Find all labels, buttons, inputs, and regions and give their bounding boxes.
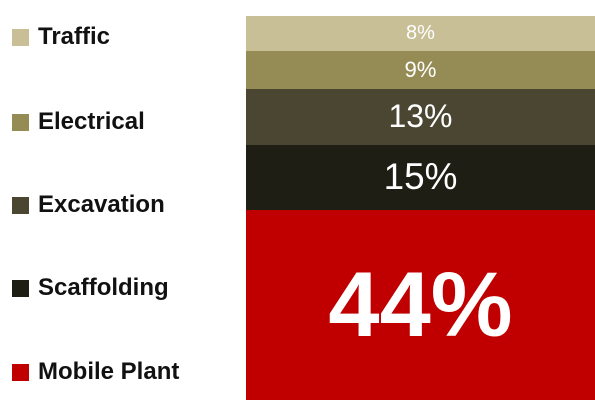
legend-item-excavation: Excavation bbox=[12, 190, 165, 220]
legend-swatch-excavation bbox=[12, 196, 29, 214]
chart-legend: Mobile Plant Scaffolding Excavation Electri… bbox=[12, 0, 237, 405]
legend-label-scaffolding: Scaffolding bbox=[38, 274, 169, 301]
data-label-excavation: 13% bbox=[388, 98, 453, 135]
data-label-electrical: 9% bbox=[404, 56, 437, 82]
legend-item-traffic: Traffic bbox=[12, 22, 110, 52]
legend-label-traffic: Traffic bbox=[38, 23, 111, 50]
bar-segment-mobile-plant: 44% bbox=[246, 210, 595, 400]
legend-item-scaffolding: Scaffolding bbox=[12, 273, 169, 303]
bar-segment-scaffolding: 15% bbox=[246, 145, 595, 211]
bar-segment-electrical: 9% bbox=[246, 50, 595, 90]
bar-segment-traffic: 8% bbox=[246, 16, 595, 51]
legend-label-excavation: Excavation bbox=[38, 191, 165, 218]
legend-swatch-electrical bbox=[12, 113, 29, 131]
legend-label-mobile-plant: Mobile Plant bbox=[38, 358, 180, 385]
legend-label-electrical: Electrical bbox=[38, 108, 145, 135]
legend-swatch-scaffolding bbox=[12, 279, 29, 297]
bar-segment-excavation: 13% bbox=[246, 89, 595, 146]
stacked-bar-chart: 44% 15% 13% 9% 8% bbox=[246, 16, 595, 400]
legend-item-electrical: Electrical bbox=[12, 107, 145, 137]
data-label-scaffolding: 15% bbox=[383, 156, 458, 198]
data-label-mobile-plant: 44% bbox=[328, 254, 513, 357]
legend-swatch-mobile-plant bbox=[12, 363, 29, 381]
legend-swatch-traffic bbox=[12, 28, 29, 46]
data-label-traffic: 8% bbox=[406, 22, 435, 45]
legend-item-mobile-plant: Mobile Plant bbox=[12, 357, 179, 387]
